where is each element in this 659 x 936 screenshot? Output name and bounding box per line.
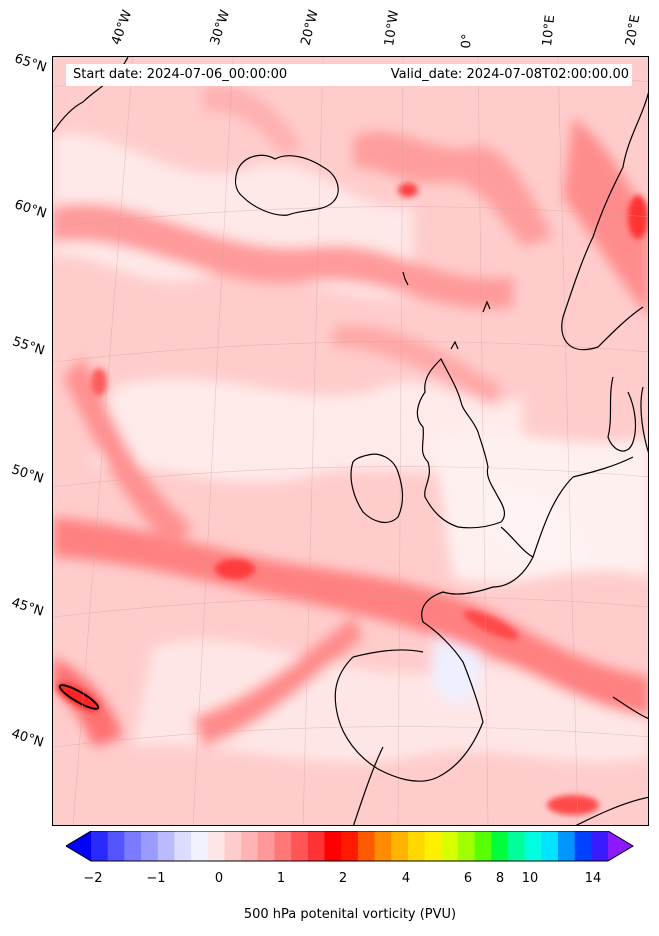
colorbar-cells xyxy=(91,831,609,861)
colorbar-cell xyxy=(591,831,609,861)
lon-label-30w: 30°W xyxy=(207,8,234,47)
pv-contours xyxy=(53,85,648,763)
colorbar-cell xyxy=(207,831,225,861)
colorbar-cell xyxy=(157,831,175,861)
lat-label-50n: 50°N xyxy=(9,462,46,487)
colorbar-cell xyxy=(541,831,559,861)
lat-label-45n: 45°N xyxy=(9,595,46,620)
colorbar-cell xyxy=(174,831,192,861)
colorbar-cell xyxy=(191,831,209,861)
colorbar-cell xyxy=(424,831,442,861)
colorbar-cell xyxy=(507,831,526,861)
colorbar-tick: 10 xyxy=(521,871,539,886)
valid-date-label: Valid_date: 2024-07-08T02:00:00.00 xyxy=(390,67,629,82)
pv-contour-line xyxy=(58,684,100,710)
colorbar-cell xyxy=(357,831,376,861)
colorbar-tick: −2 xyxy=(83,871,103,886)
pv-field-map xyxy=(53,57,648,825)
start-date-label: Start date: 2024-07-06_00:00:00 xyxy=(73,67,288,82)
colorbar-tick: 6 xyxy=(463,871,473,886)
lon-label-10w: 10°W xyxy=(382,9,402,47)
colorbar-tick: 0 xyxy=(214,871,224,886)
colorbar-cell xyxy=(324,831,342,861)
colorbar-max-arrow xyxy=(608,831,633,861)
colorbar-cell xyxy=(457,831,476,861)
lon-label-10e: 10°E xyxy=(540,14,559,48)
colorbar-cell xyxy=(341,831,359,861)
lat-label-60n: 60°N xyxy=(12,197,49,222)
colorbar-cell xyxy=(374,831,392,861)
lat-label-55n: 55°N xyxy=(10,334,47,359)
colorbar-cell xyxy=(407,831,426,861)
colorbar-tick: 8 xyxy=(495,871,505,886)
lon-label-0: 0° xyxy=(459,33,476,49)
colorbar-cell xyxy=(291,831,309,861)
map-panel xyxy=(52,56,649,826)
colorbar-tick: 1 xyxy=(276,871,286,886)
colorbar-cell xyxy=(124,831,142,861)
colorbar-title: 500 hPa potenital vorticity (PVU) xyxy=(243,907,457,922)
colorbar-cell xyxy=(224,831,242,861)
colorbar-cell xyxy=(491,831,509,861)
colorbar-cell xyxy=(141,831,159,861)
colorbar-cell xyxy=(474,831,492,861)
lon-label-20e: 20°E xyxy=(623,13,644,47)
colorbar-cell xyxy=(257,831,275,861)
colorbar-cell xyxy=(524,831,542,861)
colorbar-cell xyxy=(307,831,325,861)
colorbar-cell xyxy=(91,831,109,861)
colorbar-cell xyxy=(274,831,292,861)
colorbar-cell xyxy=(441,831,459,861)
colorbar-cell xyxy=(391,831,409,861)
colorbar-cell xyxy=(557,831,576,861)
lat-label-40n: 40°N xyxy=(9,726,46,751)
colorbar-min-arrow xyxy=(66,831,91,861)
date-banner: Start date: 2024-07-06_00:00:00 Valid_da… xyxy=(66,64,632,86)
colorbar-cell xyxy=(107,831,125,861)
colorbar-tick: 2 xyxy=(338,871,348,886)
colorbar-tick: 14 xyxy=(584,871,602,886)
colorbar-cell xyxy=(574,831,592,861)
colorbar-tick: −1 xyxy=(146,871,166,886)
colorbar-cell xyxy=(241,831,259,861)
pv-maxima xyxy=(56,183,648,815)
lon-label-40w: 40°W xyxy=(108,8,136,47)
lon-label-20w: 20°W xyxy=(298,8,322,47)
colorbar-tick: 4 xyxy=(401,871,411,886)
colorbar xyxy=(66,831,634,862)
lat-label-65n: 65°N xyxy=(12,51,49,76)
colorbar-outline xyxy=(66,831,634,862)
